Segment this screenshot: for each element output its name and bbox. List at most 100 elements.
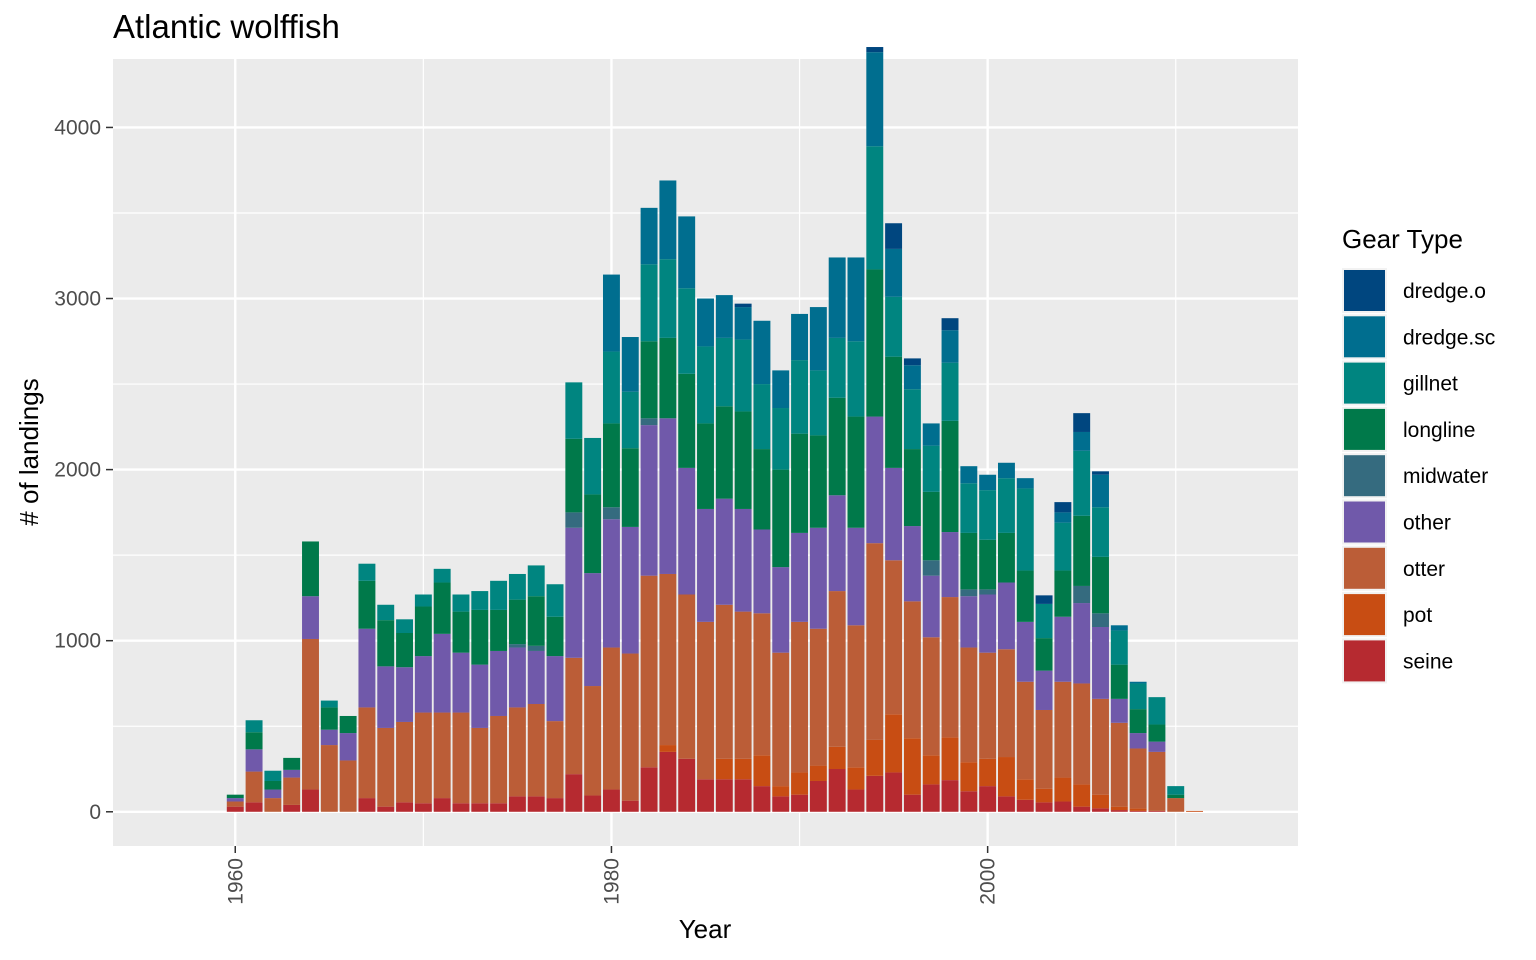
legend: Gear Type dredge.o dredge.sc gillnet longli… — [1342, 224, 1495, 684]
bar-segment-gillnet — [1148, 697, 1166, 725]
bar-segment-other — [396, 667, 414, 722]
bar-stack-1980 — [602, 274, 620, 812]
bar-segment-longline — [1092, 556, 1109, 614]
y-axis: 0 1000 2000 3000 4000 — [54, 116, 113, 824]
bar-segment-longline — [264, 780, 282, 790]
legend-swatch — [1344, 316, 1385, 358]
bar-stack-1990 — [791, 313, 809, 812]
bar-segment-seine — [546, 798, 564, 812]
bar-segment-other — [659, 418, 677, 574]
bar-segment-other — [546, 656, 564, 722]
bar-segment-gillnet — [546, 584, 564, 617]
bar-segment-other — [922, 575, 940, 638]
legend-item-dredge-o: dredge.o — [1342, 268, 1486, 313]
bar-segment-gillnet — [452, 594, 470, 612]
bar-segment-longline — [979, 539, 997, 590]
bar-stack-2007 — [1110, 625, 1128, 812]
bar-segment-pot — [734, 758, 752, 780]
bar-segment-gillnet — [809, 370, 827, 436]
bar-segment-seine — [565, 774, 583, 812]
bar-segment-otter — [885, 560, 903, 715]
bar-segment-pot — [659, 745, 677, 752]
bar-stack-1966 — [339, 715, 357, 812]
bar-segment-other — [828, 495, 846, 592]
bar-stack-1969 — [396, 619, 414, 812]
bar-segment-gillnet — [1054, 522, 1072, 571]
bar-segment-otter — [527, 703, 545, 797]
bar-segment-dredge-sc — [885, 248, 903, 297]
legend-item-pot: pot — [1342, 592, 1432, 638]
bar-segment-otter — [471, 727, 489, 804]
bar-segment-midwater — [1092, 613, 1109, 628]
bar-segment-otter — [1073, 683, 1091, 785]
bar-segment-gillnet — [678, 288, 696, 374]
bar-segment-longline — [358, 580, 376, 629]
bar-segment-dredge-o — [1092, 471, 1109, 475]
bar-segment-other — [809, 527, 827, 629]
y-tick-label: 4000 — [54, 116, 101, 139]
legend-label: pot — [1403, 604, 1432, 627]
bar-segment-otter — [753, 613, 771, 756]
bar-stack-2010 — [1167, 786, 1185, 812]
bar-segment-other — [941, 532, 959, 598]
bar-segment-longline — [1148, 724, 1166, 742]
bar-segment-seine — [960, 791, 978, 812]
bar-segment-otter — [508, 707, 526, 797]
bar-segment-gillnet — [791, 360, 809, 434]
bar-segment-gillnet — [1167, 786, 1185, 795]
bar-segment-gillnet — [377, 604, 395, 621]
bar-stack-1987 — [734, 303, 752, 812]
bar-segment-other — [1073, 603, 1091, 684]
bar-segment-pot — [941, 737, 959, 781]
bar-segment-gillnet — [997, 478, 1015, 533]
legend-swatch — [1344, 640, 1385, 682]
bar-segment-dredge-sc — [828, 257, 846, 338]
bar-segment-otter — [621, 653, 639, 801]
bar-segment-dredge-sc — [1129, 681, 1147, 684]
legend-label: dredge.sc — [1403, 326, 1495, 349]
bar-segment-seine — [584, 795, 602, 812]
bar-segment-other — [414, 656, 432, 713]
bar-segment-dredge-sc — [1073, 431, 1091, 451]
bar-segment-seine — [885, 772, 903, 812]
bar-segment-gillnet — [885, 296, 903, 357]
bar-segment-longline — [546, 616, 564, 657]
bar-segment-dredge-sc — [621, 337, 639, 392]
bar-segment-midwater — [602, 507, 620, 520]
bar-stack-1983 — [659, 180, 677, 812]
bar-segment-other — [1110, 698, 1128, 723]
bar-segment-longline — [960, 532, 978, 590]
bar-stack-1972 — [452, 594, 470, 812]
bar-segment-gillnet — [1092, 507, 1109, 557]
bar-segment-longline — [433, 582, 451, 634]
bar-segment-gillnet — [1129, 683, 1147, 710]
bar-segment-dredge-sc — [960, 466, 978, 484]
legend-label: gillnet — [1403, 373, 1458, 396]
bar-segment-other — [997, 582, 1015, 650]
bar-segment-gillnet — [565, 382, 583, 439]
bar-segment-seine — [1054, 801, 1072, 812]
bar-segment-gillnet — [245, 720, 263, 733]
x-axis-title: Year — [679, 914, 732, 944]
bar-stack-1965 — [320, 700, 338, 812]
bar-segment-seine — [226, 806, 244, 812]
bar-stack-2006 — [1092, 471, 1109, 812]
legend-swatch — [1344, 408, 1385, 450]
bar-segment-dredge-sc — [1092, 474, 1109, 508]
bar-segment-otter — [565, 657, 583, 775]
legend-label: midwater — [1403, 465, 1488, 488]
bar-segment-other — [377, 666, 395, 728]
bar-segment-longline — [508, 599, 526, 645]
bar-segment-gillnet — [772, 408, 790, 470]
bar-segment-otter — [941, 597, 959, 738]
bar-segment-other — [734, 508, 752, 612]
bar-segment-otter — [396, 721, 414, 803]
bar-segment-dredge-sc — [659, 180, 677, 260]
bar-segment-dredge-sc — [734, 307, 752, 340]
bar-segment-seine — [508, 796, 526, 812]
bar-segment-dredge-sc — [979, 474, 997, 491]
bar-segment-longline — [847, 416, 865, 528]
bar-segment-longline — [584, 494, 602, 574]
bar-segment-gillnet — [584, 437, 602, 495]
bar-segment-pot — [866, 739, 884, 776]
